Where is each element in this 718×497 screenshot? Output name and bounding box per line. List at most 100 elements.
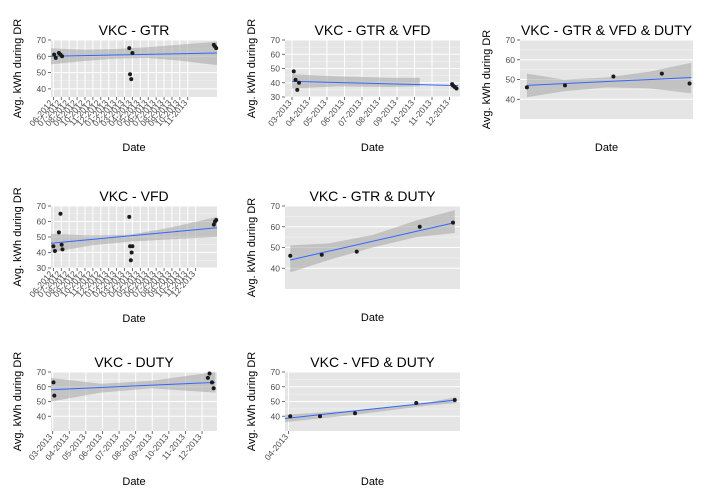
data-point: [130, 244, 135, 249]
chart-title: VKC - VFD & DUTY: [310, 354, 435, 370]
chart-panel: 4050607006-201207-201208-201209-201210-2…: [12, 19, 219, 154]
y-tick-label: 50: [506, 75, 516, 85]
data-point: [293, 77, 298, 82]
y-tick-label: 30: [271, 92, 281, 102]
data-point: [58, 211, 63, 216]
data-point: [297, 80, 301, 85]
data-point: [354, 249, 359, 254]
y-tick-label: 40: [271, 78, 281, 88]
y-tick-label: 60: [37, 51, 47, 61]
y-axis-label: Avg. kWh during DR: [246, 19, 258, 119]
x-axis-label: Date: [361, 476, 384, 488]
y-tick-label: 30: [37, 263, 47, 273]
x-axis-label: Date: [122, 476, 145, 488]
y-tick-label: 50: [37, 397, 47, 407]
chart-panel: 304050607003-201304-201305-201306-201307…: [246, 19, 460, 154]
data-point: [51, 380, 56, 385]
x-axis-label: Date: [122, 313, 145, 325]
data-point: [128, 72, 133, 77]
data-point: [59, 242, 64, 247]
chart-title: VKC - GTR & VFD & DUTY: [521, 22, 693, 38]
data-point: [207, 371, 212, 376]
data-point: [659, 71, 664, 76]
confidence-band: [526, 62, 692, 98]
x-axis-label: Date: [595, 142, 618, 154]
data-point: [451, 220, 455, 225]
data-point: [52, 52, 57, 57]
y-tick-label: 40: [271, 263, 281, 273]
y-axis-label: Avg. kWh during DR: [12, 19, 24, 119]
fit-line: [50, 227, 218, 244]
data-point: [452, 398, 457, 403]
y-tick-label: 40: [37, 248, 47, 258]
chart-title: VKC - VFD: [99, 188, 168, 204]
data-point: [56, 230, 61, 235]
chart-title: VKC - DUTY: [94, 354, 174, 370]
data-point: [127, 214, 132, 219]
y-tick-label: 70: [37, 201, 47, 211]
y-axis-label: Avg. kWh during DR: [246, 352, 258, 452]
data-point: [524, 85, 529, 90]
y-tick-label: 70: [37, 367, 47, 377]
y-tick-label: 70: [506, 35, 516, 45]
confidence-band: [51, 372, 216, 402]
fit-line: [50, 381, 216, 391]
data-point: [319, 252, 324, 257]
y-tick-label: 70: [271, 201, 281, 211]
fit-line: [284, 399, 457, 419]
y-tick-label: 60: [37, 217, 47, 227]
chart-panel: 40 50 60 70 VKC - GTR & VFD & DUTY Date Avg. k…: [481, 22, 693, 154]
y-tick-label: 40: [271, 411, 281, 421]
chart-panel: 40 50 60 70 04-2013 VKC - VFD & DUTY Date Avg. …: [246, 352, 460, 488]
data-point: [291, 69, 296, 74]
data-point: [60, 247, 65, 252]
data-point: [127, 46, 132, 51]
y-tick-label: 60: [271, 222, 281, 232]
data-point: [288, 253, 293, 258]
data-point: [52, 393, 57, 398]
data-point: [129, 77, 134, 82]
fit-line: [291, 80, 459, 87]
y-tick-label: 40: [37, 84, 47, 94]
data-point: [129, 250, 134, 255]
x-axis-label: Date: [122, 142, 145, 154]
y-tick-label: 70: [37, 35, 47, 45]
chart-title: VKC - GTR & VFD: [315, 22, 431, 38]
y-tick-label: 60: [506, 55, 516, 65]
x-axis-label: Date: [361, 142, 384, 154]
y-tick-label: 50: [271, 64, 281, 74]
y-axis-label: Avg. kWh during DR: [12, 187, 24, 287]
data-point: [562, 83, 567, 88]
fit-line: [290, 222, 455, 261]
data-point: [687, 81, 692, 86]
data-point: [214, 217, 219, 222]
chart-panel: 4050607003-201304-201305-201306-201307-2…: [12, 352, 217, 488]
y-tick-label: 60: [37, 382, 47, 392]
data-point: [288, 414, 293, 419]
data-point: [205, 375, 210, 380]
data-point: [417, 224, 422, 229]
y-tick-label: 60: [271, 382, 281, 392]
confidence-band: [51, 216, 217, 253]
y-tick-label: 70: [271, 35, 281, 45]
data-point: [295, 87, 300, 92]
y-tick-label: 40: [506, 94, 516, 104]
y-axis-label: Avg. kWh during DR: [246, 198, 258, 298]
y-tick-label: 50: [37, 68, 47, 78]
data-point: [611, 74, 616, 79]
data-point: [318, 414, 322, 419]
fit-line: [526, 77, 692, 86]
y-tick-label: 60: [271, 49, 281, 59]
fit-line: [50, 52, 218, 57]
chart-title: VKC - GTR: [99, 22, 170, 38]
data-point: [454, 86, 459, 91]
data-point: [51, 244, 56, 249]
data-point: [211, 386, 216, 391]
chart-title: VKC - GTR & DUTY: [309, 188, 436, 204]
y-tick-label: 70: [271, 367, 281, 377]
data-point: [353, 411, 357, 416]
confidence-band: [292, 74, 420, 89]
data-point: [211, 222, 216, 227]
y-tick-label: 40: [37, 411, 47, 421]
